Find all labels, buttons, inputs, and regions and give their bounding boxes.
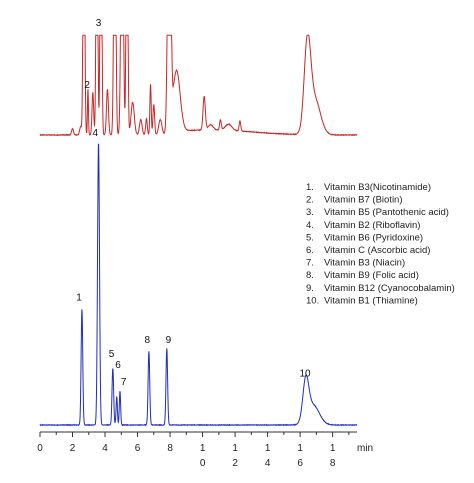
legend-entry-number: 6. — [306, 245, 314, 256]
x-tick-label: 1 — [330, 443, 336, 454]
legend-entry-number: 7. — [306, 258, 314, 269]
legend-entry-number: 10. — [306, 295, 319, 306]
legend-entry-label: Vitamin B6 (Pyridoxine) — [324, 232, 423, 243]
peak-label: 8 — [145, 335, 151, 346]
legend-entry-number: 9. — [306, 283, 314, 294]
blue-chromatogram: 1 4 567 8 9 10 — [39, 128, 358, 427]
x-tick-label: 1 — [297, 443, 303, 454]
x-tick-label: 1 — [232, 443, 238, 454]
x-tick-label: 4 — [102, 443, 108, 454]
legend-entry-label: Vitamin B5 (Pantothenic acid) — [324, 207, 449, 218]
legend-entry-label: Vitamin B3 (Niacin) — [324, 258, 405, 269]
legend-entry-number: 4. — [306, 220, 314, 231]
peak-label: 7 — [121, 377, 127, 388]
chromatogram-trace-line — [39, 34, 358, 137]
red-chromatogram: 23 — [39, 18, 358, 137]
legend-entry-label: Vitamin C (Ascorbic acid) — [324, 245, 430, 256]
x-tick-label: 1 — [200, 443, 206, 454]
peak-label: 9 — [166, 335, 172, 346]
x-axis-label: min — [357, 443, 373, 454]
x-tick-label: 8 — [330, 458, 336, 469]
chromatogram-trace-line — [39, 143, 358, 427]
peak-label: 5 — [109, 349, 115, 360]
x-tick-label: 4 — [265, 458, 271, 469]
x-tick-label: 2 — [70, 443, 76, 454]
peak-label: 10 — [299, 369, 311, 380]
x-tick-label: 6 — [135, 443, 141, 454]
legend-entry-label: Vitamin B3(Nicotinamide) — [324, 182, 431, 193]
x-tick-label: 2 — [232, 458, 238, 469]
peak-label: 6 — [115, 360, 121, 371]
legend-entry-label: Vitamin B2 (Riboflavin) — [324, 220, 420, 231]
peak-label: 4 — [93, 128, 99, 139]
legend-entry-label: Vitamin B7 (Biotin) — [324, 195, 403, 206]
x-tick-label: 1 — [265, 443, 271, 454]
legend-entry-label: Vitamin B9 (Folic acid) — [324, 270, 419, 281]
x-tick-label: 0 — [37, 443, 43, 454]
x-tick-label: 0 — [200, 458, 206, 469]
legend-entry-label: Vitamin B1 (Thiamine) — [324, 295, 418, 306]
legend-entry-label: Vitamin B12 (Cyanocobalamin) — [324, 283, 455, 294]
peak-label: 2 — [84, 80, 90, 91]
legend-entry-number: 3. — [306, 207, 314, 218]
x-tick-label: 6 — [297, 458, 303, 469]
legend: 1. Vitamin B3(Nicotinamide) 2. Vitamin B7 (… — [306, 182, 455, 306]
x-tick-label: 8 — [167, 443, 173, 454]
legend-entry-number: 2. — [306, 195, 314, 206]
legend-entry-number: 1. — [306, 182, 314, 193]
legend-entry-number: 8. — [306, 270, 314, 281]
peak-label: 1 — [76, 292, 82, 303]
peak-label: 3 — [96, 18, 102, 29]
legend-entry-number: 5. — [306, 232, 314, 243]
